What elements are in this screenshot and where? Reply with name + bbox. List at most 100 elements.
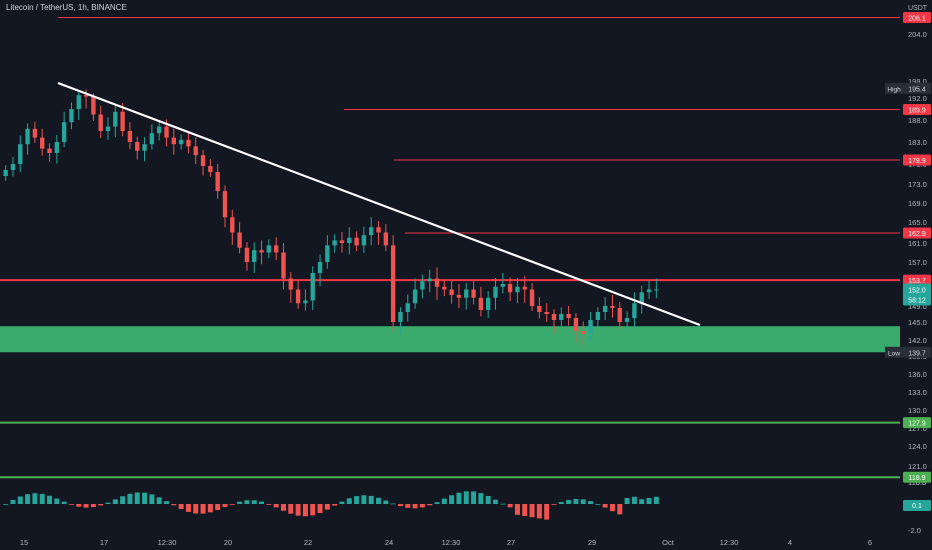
candle-body — [259, 250, 264, 253]
candle-body — [624, 318, 630, 322]
oscillator-bar — [61, 501, 67, 504]
candle-body — [281, 252, 286, 279]
oscillator-bar — [602, 504, 608, 508]
candle-body — [405, 303, 410, 312]
candle-body — [390, 245, 396, 322]
candle-body — [617, 308, 622, 322]
x-tick-label: 6 — [868, 538, 872, 547]
candle-body — [105, 126, 111, 131]
y-tick-label: 133.0 — [908, 388, 927, 397]
oscillator-bar — [639, 499, 645, 504]
y-tick-label: 121.0 — [908, 462, 927, 471]
oscillator-bar — [507, 504, 513, 508]
y-tick-label: 161.0 — [908, 239, 927, 248]
candle-body — [120, 111, 125, 131]
oscillator-bar — [463, 491, 469, 504]
oscillator-bar — [544, 504, 550, 520]
oscillator-bar — [273, 504, 279, 508]
candle-body — [237, 232, 242, 248]
candle-body — [602, 306, 608, 312]
candle-body — [3, 170, 8, 176]
y-tick-label: 204.0 — [908, 30, 927, 39]
oscillator-bar — [90, 504, 96, 508]
low-price-tag-bg — [903, 346, 931, 358]
candle-body — [427, 278, 432, 282]
candle-body — [127, 131, 133, 142]
candle-body — [32, 128, 38, 138]
candle-body — [25, 128, 30, 145]
high-label-bg — [885, 82, 903, 94]
oscillator-bar — [441, 498, 447, 504]
y-tick-label: 142.0 — [908, 336, 927, 345]
candle-body — [347, 237, 352, 243]
oscillator-bar — [3, 504, 9, 505]
candle-body — [325, 245, 330, 262]
oscillator-bar — [653, 496, 659, 504]
candle-body — [420, 281, 425, 290]
oscillator-bar — [361, 495, 367, 504]
candle-body — [288, 278, 293, 290]
candle-body — [507, 284, 513, 293]
price-tag-153-7: 153.7 — [908, 278, 926, 285]
oscillator-bar — [573, 498, 579, 504]
candle-body — [544, 312, 549, 314]
oscillator-bar — [609, 504, 615, 512]
oscillator-bar — [471, 491, 477, 504]
trendline[interactable] — [57, 81, 701, 327]
candle-body — [354, 237, 359, 246]
oscillator-bar — [295, 504, 301, 516]
candle-body — [69, 109, 74, 123]
oscillator-bar — [149, 494, 155, 504]
candle-body — [537, 306, 542, 312]
oscillator-bar — [185, 504, 191, 512]
candle-body — [485, 297, 491, 310]
price-tag-127-9-bg — [903, 417, 931, 429]
price-tag-162-9-bg — [903, 227, 931, 239]
candle-body — [339, 240, 345, 243]
candle-body — [610, 306, 615, 308]
oscillator-bar — [302, 504, 308, 517]
oscillator-bar — [47, 495, 53, 504]
x-tick-label: 29 — [588, 538, 596, 547]
candle-body — [164, 126, 169, 138]
candle-body — [215, 172, 220, 192]
candle-body — [595, 312, 601, 320]
candle-body — [178, 139, 184, 145]
oscillator-bar — [478, 493, 484, 504]
price-tag-162-9: 162.9 — [908, 231, 926, 238]
oscillator-bar — [412, 504, 418, 509]
oscillator-bar — [178, 504, 184, 510]
candle-body — [551, 314, 557, 320]
oscillator-bar — [25, 494, 31, 504]
oscillator-bar — [529, 504, 535, 518]
oscillator-bar — [134, 492, 140, 504]
x-tick-label: 24 — [385, 538, 393, 547]
oscillator-bar — [558, 502, 564, 504]
oscillator-bar — [514, 504, 520, 515]
x-tick-label: 15 — [20, 538, 28, 547]
candle-body — [171, 137, 177, 145]
oscillator-bar — [376, 497, 382, 504]
oscillator-bar — [310, 504, 316, 516]
countdown-tag: 58:12 — [908, 298, 926, 305]
oscillator-bar — [251, 500, 257, 504]
oscillator-bar — [76, 504, 82, 507]
candle-body — [464, 289, 469, 298]
y-tick-label: 149.0 — [908, 302, 927, 311]
candle-body — [303, 300, 308, 304]
oscillator-bar — [536, 504, 542, 519]
oscillator-bar — [10, 499, 16, 504]
candle-body — [383, 232, 389, 246]
oscillator-bar — [120, 496, 126, 504]
y-tick-label: 173.0 — [908, 180, 927, 189]
oscillator-bar — [595, 503, 601, 505]
price-tag-189-9: 189.9 — [908, 108, 926, 115]
candle-body — [471, 289, 476, 298]
candle-body — [200, 155, 206, 166]
oscillator-bar — [317, 504, 323, 514]
oscillator-bar — [449, 495, 455, 504]
oscillator-bar — [288, 504, 294, 514]
oscillator-bar — [324, 504, 330, 510]
oscillator-bar — [368, 495, 374, 504]
